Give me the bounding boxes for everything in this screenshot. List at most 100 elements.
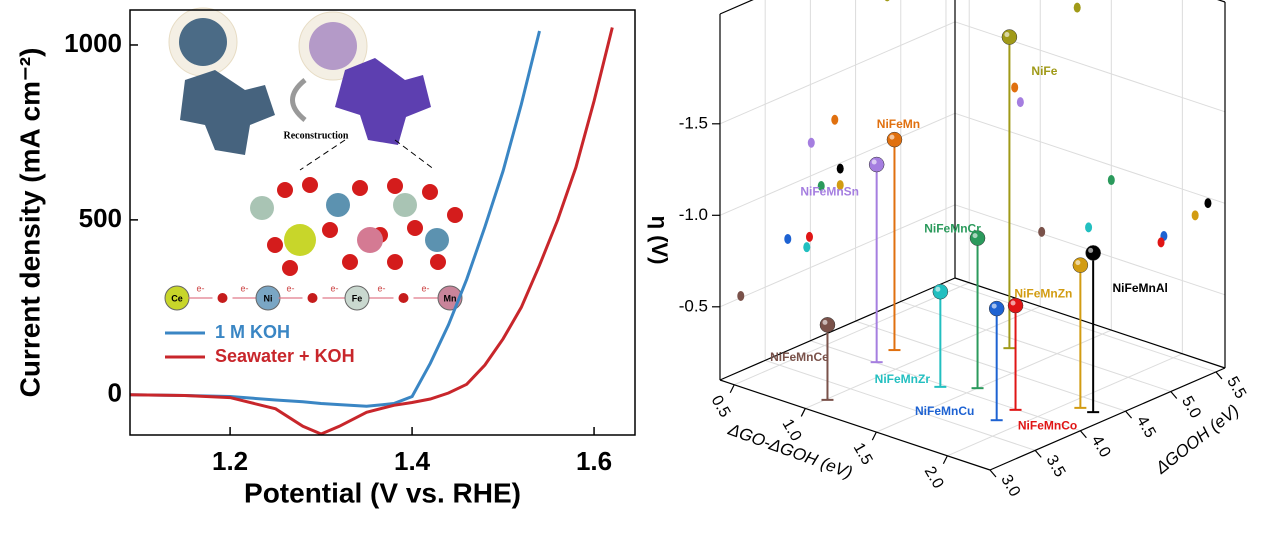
z-axis-title: η (V) xyxy=(647,216,672,265)
grid-line xyxy=(954,112,1226,204)
point xyxy=(1072,257,1089,273)
y-tick-label: 3.0 xyxy=(997,472,1023,500)
x-tick xyxy=(871,431,877,441)
y-tick xyxy=(1215,371,1223,380)
chain-oxygen xyxy=(217,293,228,303)
grid-line xyxy=(947,353,1183,457)
wall-projection xyxy=(836,180,844,191)
electron-label: e- xyxy=(330,283,338,293)
inset-crystal xyxy=(335,58,431,145)
point-label: NiFeMnSn xyxy=(800,185,859,199)
box-edge xyxy=(719,277,956,381)
chain-label: Mn xyxy=(444,293,457,303)
point-label: NiFe xyxy=(1031,64,1057,78)
z-tick-label: -0.5 xyxy=(679,296,708,315)
point-label: NiFeMnCe xyxy=(770,350,829,364)
wall-projection xyxy=(805,231,813,242)
wall-projection xyxy=(1073,2,1081,13)
point-label: NiFeMnCu xyxy=(915,404,974,418)
inset-atoms xyxy=(267,177,463,276)
y-tick xyxy=(989,469,997,478)
x-tick xyxy=(942,455,948,465)
wall-projection xyxy=(1016,97,1024,108)
inset-particle xyxy=(179,18,227,66)
grid-line xyxy=(719,21,956,125)
y-axis-title: Current density (mA cm⁻²) xyxy=(14,48,45,398)
z-tick-label: -1.0 xyxy=(679,205,708,224)
x-tick-label: 1.2 xyxy=(212,446,248,476)
point-highlight xyxy=(1010,300,1016,306)
electron-label: e- xyxy=(377,283,385,293)
y-tick xyxy=(1034,449,1042,458)
point-highlight xyxy=(889,134,895,140)
point xyxy=(886,131,903,148)
wall-projection xyxy=(836,163,844,174)
point-label: NiFeMnZn xyxy=(1014,286,1072,300)
chain-oxygen xyxy=(398,293,409,303)
wall-projection xyxy=(784,233,792,244)
inset-atom xyxy=(357,227,383,253)
y-tick-label: 4.0 xyxy=(1088,433,1114,461)
wall-projection xyxy=(737,290,745,301)
grid-line xyxy=(719,204,956,308)
x-tick-label: 1.6 xyxy=(576,446,612,476)
inset-crystal xyxy=(180,70,275,155)
point xyxy=(1001,29,1018,45)
inset-arrow xyxy=(290,78,307,122)
lsv-chart: 1.2 1.4 1.6 0 500 1000 Potential (V vs. RHE) Cu… xyxy=(14,9,636,508)
legend-label: 1 M KOH xyxy=(215,322,290,342)
inset-atom xyxy=(425,228,449,252)
chain-oxygen xyxy=(307,293,318,303)
inset-atom xyxy=(250,196,274,220)
y-tick xyxy=(1079,430,1087,439)
grid-line xyxy=(954,21,1226,113)
inset-particle xyxy=(309,22,357,70)
chain-label: Ni xyxy=(264,293,273,303)
legend-label: Seawater + KOH xyxy=(215,346,355,366)
y-tick xyxy=(1170,391,1178,399)
point-highlight xyxy=(822,319,828,325)
x-tick-label: 0.5 xyxy=(708,393,734,421)
wall-projection xyxy=(1157,237,1165,248)
series-line xyxy=(129,30,541,408)
point xyxy=(819,317,836,333)
box-edge xyxy=(719,379,991,471)
inset-atom xyxy=(326,193,350,217)
y-tick-label: 5.5 xyxy=(1223,374,1249,402)
inset-caption: Reconstruction xyxy=(284,130,349,141)
grid-line xyxy=(765,359,1036,451)
point xyxy=(868,156,885,173)
wall-projection xyxy=(803,242,811,253)
y-tick-label: 1000 xyxy=(64,28,122,58)
grid-line xyxy=(719,112,956,216)
box-edge xyxy=(989,367,1226,471)
y-tick-label: 5.0 xyxy=(1178,394,1204,422)
electron-label: e- xyxy=(286,283,294,293)
wall-projection xyxy=(1085,222,1093,233)
series-line xyxy=(129,27,614,436)
grid-line xyxy=(734,282,970,386)
wall-projection xyxy=(1191,210,1199,221)
inset-atom xyxy=(393,193,417,217)
point-highlight xyxy=(935,286,941,292)
point-label: NiFeMnCr xyxy=(924,221,981,235)
grid-line xyxy=(810,340,1081,432)
inset-atom xyxy=(284,224,316,256)
grid-line xyxy=(805,305,1041,409)
box-edge xyxy=(719,0,754,15)
z-tick-label: -1.5 xyxy=(679,113,708,132)
point-highlight xyxy=(1075,260,1081,266)
wall-projection xyxy=(807,137,815,148)
point xyxy=(1085,245,1101,261)
y-tick-label: 4.5 xyxy=(1133,413,1159,441)
point-label: NiFeMnCo xyxy=(1018,419,1077,433)
wall-projection xyxy=(831,114,839,125)
x-axis-title: Potential (V vs. RHE) xyxy=(244,477,521,508)
electron-label: e- xyxy=(240,283,248,293)
grid-line xyxy=(876,329,1112,433)
point-highlight xyxy=(972,233,978,239)
point xyxy=(932,283,949,300)
point-highlight xyxy=(1004,32,1010,38)
